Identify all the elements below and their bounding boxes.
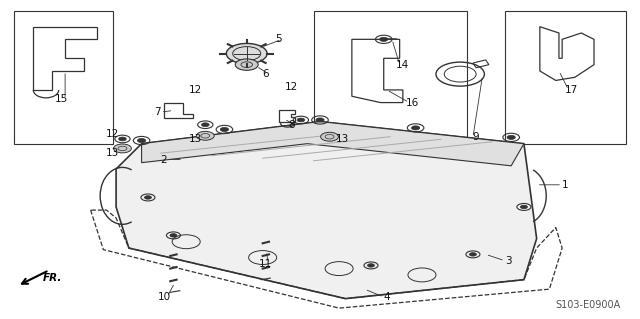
Circle shape [236, 59, 258, 70]
Text: 4: 4 [383, 292, 390, 302]
Text: 1: 1 [562, 180, 569, 190]
Circle shape [469, 253, 476, 256]
Text: 13: 13 [106, 148, 120, 158]
Text: 13: 13 [335, 134, 349, 144]
Circle shape [412, 126, 420, 130]
Text: 3: 3 [505, 256, 511, 266]
Circle shape [227, 43, 267, 64]
Text: 11: 11 [259, 259, 273, 269]
Circle shape [507, 135, 515, 139]
Text: 7: 7 [154, 107, 161, 117]
Circle shape [297, 118, 305, 122]
Text: 2: 2 [161, 154, 167, 165]
Text: 12: 12 [285, 82, 298, 92]
Text: S103-E0900A: S103-E0900A [555, 300, 620, 310]
Circle shape [367, 264, 374, 267]
Circle shape [138, 138, 146, 143]
Circle shape [145, 196, 152, 199]
Bar [505, 11, 626, 144]
Text: 12: 12 [106, 129, 120, 139]
Text: 17: 17 [565, 85, 579, 95]
Text: 15: 15 [55, 94, 68, 104]
Circle shape [380, 37, 388, 41]
Polygon shape [116, 122, 537, 299]
Circle shape [220, 127, 228, 131]
Text: 13: 13 [189, 134, 202, 144]
Circle shape [113, 144, 131, 153]
Circle shape [520, 205, 527, 209]
Circle shape [316, 118, 324, 122]
Bar [314, 11, 467, 144]
Circle shape [321, 132, 339, 141]
Circle shape [118, 137, 126, 141]
Text: 8: 8 [288, 120, 294, 130]
Circle shape [202, 123, 209, 127]
Text: 12: 12 [189, 85, 202, 95]
Text: 6: 6 [262, 69, 269, 79]
Circle shape [196, 131, 214, 140]
Text: FR.: FR. [43, 273, 62, 283]
Text: 10: 10 [157, 292, 170, 302]
Text: 14: 14 [396, 60, 410, 70]
Bar [14, 11, 113, 144]
Text: 16: 16 [406, 98, 419, 108]
Text: 5: 5 [275, 34, 282, 44]
Circle shape [170, 234, 177, 237]
Text: 9: 9 [473, 132, 479, 142]
Polygon shape [141, 122, 524, 166]
